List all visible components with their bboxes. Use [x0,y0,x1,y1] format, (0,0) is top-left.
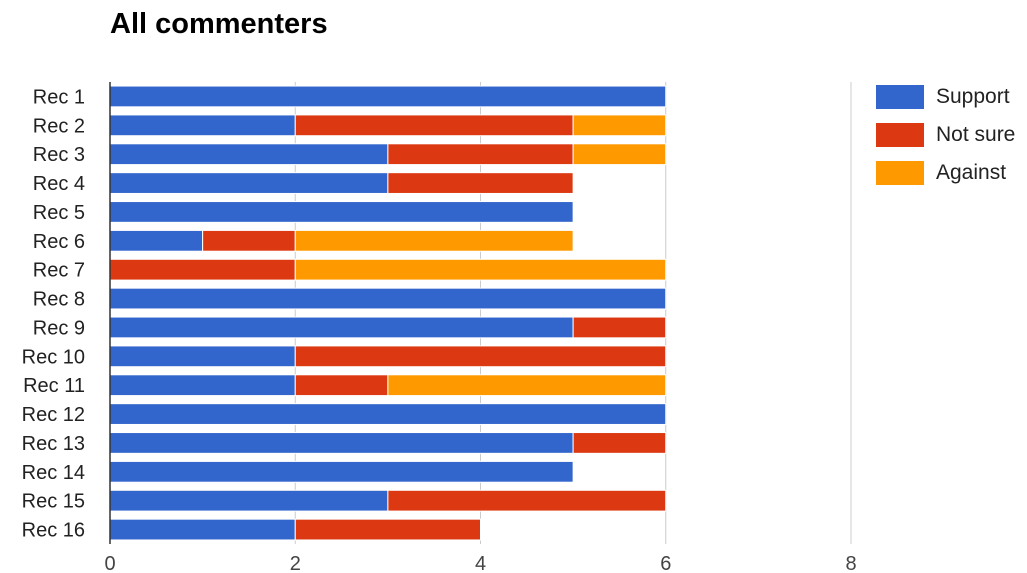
bar-segment [572,143,667,166]
category-labels: Rec 1 Rec 2 Rec 3 Rec 4 Rec 5 Rec 6 Rec 7 Rec 8… [22,86,85,541]
bar-segment [109,403,667,425]
bar-segment [387,374,667,397]
x-tick-labels: 0 2 4 6 8 [104,553,856,573]
bar-segment [294,258,667,281]
x-tick-label: 2 [290,553,301,573]
legend: Support Not sure Against [876,78,1015,192]
category-label: Rec 6 [33,231,85,253]
legend-item-against: Against [876,154,1015,192]
bar-segment [387,143,574,166]
x-tick-label: 4 [475,553,486,573]
bar-segment [109,374,296,397]
bar-segment [109,489,389,512]
category-label: Rec 1 [33,86,85,108]
bar-segment [109,201,574,223]
bars [109,85,667,541]
bar-segment [109,229,204,252]
bar-segment [294,518,481,541]
category-label: Rec 15 [22,491,85,513]
legend-label-against: Against [936,161,1007,184]
x-tick-label: 8 [845,553,856,573]
category-label: Rec 11 [23,375,85,397]
legend-label-not-sure: Not sure [936,123,1016,146]
category-label: Rec 12 [22,404,85,426]
category-label: Rec 10 [22,346,85,368]
bar-segment [109,172,389,194]
category-label: Rec 7 [33,260,85,282]
x-tick-label: 0 [104,553,115,573]
category-label: Rec 3 [33,144,85,166]
bar-segment [109,143,389,166]
x-tick-label: 6 [660,553,671,573]
bar-segment [294,345,667,368]
bar-segment [294,114,574,137]
category-label: Rec 2 [33,115,85,137]
bar-segment [572,432,667,454]
bar-segment [109,432,574,454]
bar-segment [387,489,667,512]
category-label: Rec 8 [33,289,85,311]
category-label: Rec 13 [22,433,85,455]
bar-segment [572,316,667,339]
legend-swatch-support [876,85,924,109]
bar-segment [109,460,574,483]
legend-label-support: Support [936,85,1010,108]
legend-item-support: Support [876,78,1015,116]
category-label: Rec 9 [33,317,85,339]
bar-segment [109,345,296,368]
legend-item-not-sure: Not sure [876,116,1015,154]
bar-segment [294,229,574,252]
bar-segment [387,172,574,194]
bar-segment [202,229,296,252]
bar-segment [572,114,667,137]
category-label: Rec 16 [22,520,85,542]
legend-swatch-against [876,161,924,185]
bar-segment [294,374,389,397]
bar-segment [109,287,667,310]
bar-segment [109,258,296,281]
bar-segment [109,518,296,541]
legend-swatch-not-sure [876,123,924,147]
chart-title: All commenters [110,8,328,40]
category-label: Rec 4 [33,173,85,195]
bar-segment [109,85,667,108]
bar-segment [109,114,296,137]
bar-segment [109,316,574,339]
category-label: Rec 5 [33,202,85,224]
category-label: Rec 14 [22,462,85,484]
